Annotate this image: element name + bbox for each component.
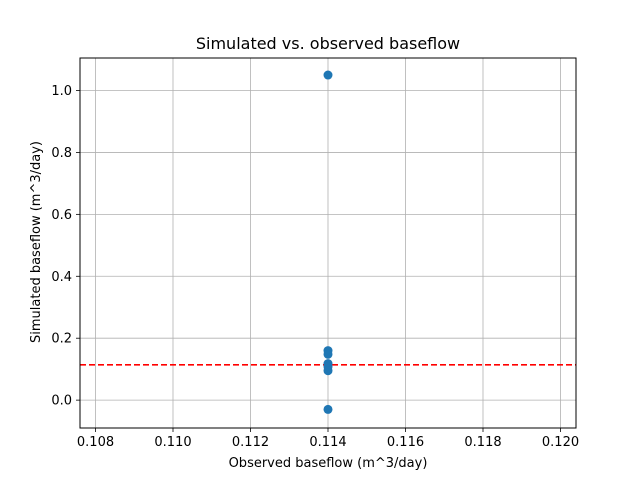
y-axis-title: Simulated baseflow (m^3/day) [29,141,44,343]
x-tick-label: 0.118 [464,435,501,450]
data-point [323,404,333,414]
y-tick-label: 0.0 [51,394,72,409]
data-point [323,366,333,376]
y-tick-label: 0.2 [51,332,72,347]
grid [80,58,576,428]
x-tick-label: 0.120 [542,435,579,450]
x-tick-label: 0.108 [77,435,114,450]
chart-title: Simulated vs. observed baseflow [196,34,460,53]
y-tick-label: 0.6 [51,208,72,223]
x-tick-label: 0.114 [309,435,346,450]
data-point [323,349,333,359]
y-tick-label: 0.8 [51,146,72,161]
y-axis-ticks: 0.0 0.2 0.4 0.6 0.8 1.0 [51,84,80,409]
x-tick-label: 0.112 [232,435,269,450]
data-points [323,70,333,414]
y-tick-label: 0.4 [51,270,72,285]
x-tick-label: 0.116 [387,435,424,450]
y-tick-label: 1.0 [51,84,72,99]
data-point [323,70,333,80]
x-axis-title: Observed baseflow (m^3/day) [229,456,428,471]
x-tick-label: 0.110 [154,435,191,450]
x-axis-ticks: 0.108 0.110 0.112 0.114 0.116 0.118 0.120 [77,428,579,450]
